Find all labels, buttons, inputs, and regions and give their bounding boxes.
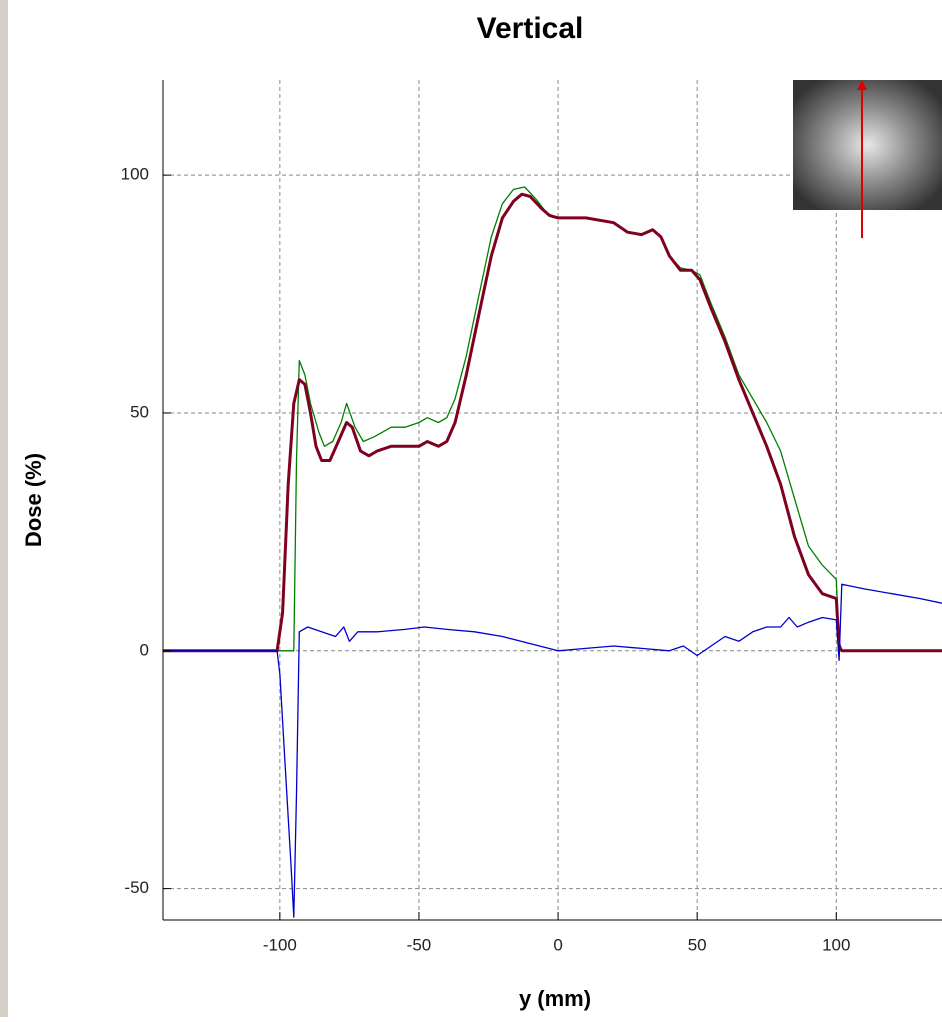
lines	[163, 186, 942, 918]
x-tick-label: 50	[688, 935, 707, 954]
plot-area	[163, 80, 942, 920]
x-tick-label: 100	[822, 935, 850, 954]
chart-title: Vertical	[477, 12, 584, 45]
y-tick-label: 50	[130, 402, 149, 421]
data-line	[163, 583, 942, 918]
x-axis-label: y (mm)	[519, 986, 591, 1011]
y-tick-label: 100	[121, 165, 149, 184]
x-tick-label: -50	[407, 935, 432, 954]
inset-picture	[793, 80, 942, 210]
x-tick-label: -100	[263, 935, 297, 954]
y-tick-label: 0	[140, 640, 149, 659]
data-line	[163, 186, 942, 652]
data-line	[163, 192, 942, 653]
window-edge	[0, 0, 8, 1017]
x-tick-label: 0	[553, 935, 562, 954]
y-tick-label: -50	[124, 878, 149, 897]
y-axis-label: Dose (%)	[21, 453, 46, 547]
inset-image	[793, 80, 942, 238]
inset-arrowhead	[857, 80, 867, 90]
